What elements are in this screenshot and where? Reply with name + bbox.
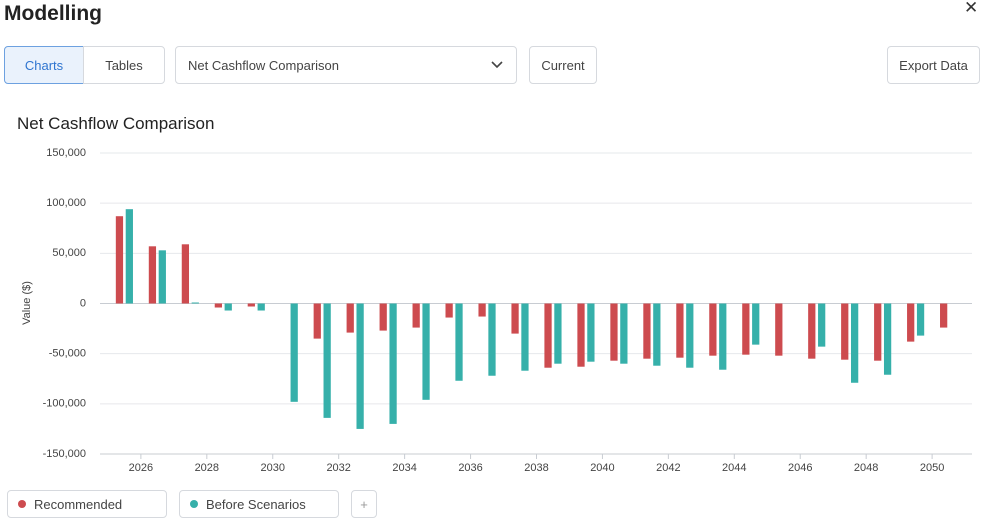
x-tick-label: 2032 xyxy=(326,462,350,474)
x-tick-label: 2040 xyxy=(590,462,614,474)
bar xyxy=(686,303,694,368)
x-tick-label: 2036 xyxy=(458,462,482,474)
tab-tables[interactable]: Tables xyxy=(83,46,165,84)
bar xyxy=(257,303,265,311)
legend-label: Recommended xyxy=(34,496,123,512)
legend-item[interactable]: Before Scenarios xyxy=(179,490,339,518)
x-tick-label: 2050 xyxy=(920,462,944,474)
bar xyxy=(643,303,651,359)
bar xyxy=(841,303,849,360)
bar xyxy=(478,303,486,317)
x-tick-label: 2044 xyxy=(722,462,746,474)
bar xyxy=(422,303,430,400)
bar xyxy=(313,303,321,339)
bar xyxy=(719,303,727,370)
close-button[interactable]: ✕ xyxy=(964,0,979,17)
x-tick-label: 2038 xyxy=(524,462,548,474)
bar xyxy=(851,303,859,383)
bar xyxy=(158,250,166,304)
x-tick-label: 2042 xyxy=(656,462,680,474)
y-tick-label: -150,000 xyxy=(43,448,86,460)
bar xyxy=(874,303,882,361)
legend-swatch xyxy=(190,500,198,508)
x-tick-label: 2046 xyxy=(788,462,812,474)
x-tick-label: 2048 xyxy=(854,462,878,474)
bar xyxy=(818,303,826,347)
bar xyxy=(125,209,133,304)
bar xyxy=(181,244,190,304)
tab-charts[interactable]: Charts xyxy=(4,46,84,84)
y-axis-label: Value ($) xyxy=(21,281,33,325)
dropdown-text: Net Cashflow Comparison xyxy=(188,57,340,73)
x-tick-label: 2030 xyxy=(261,462,285,474)
bar xyxy=(224,303,232,311)
bar xyxy=(389,303,397,424)
x-tick-label: 2026 xyxy=(129,462,153,474)
y-tick-label: 150,000 xyxy=(46,147,86,159)
chevron xyxy=(491,61,503,69)
legend-item[interactable]: Recommended xyxy=(7,490,167,518)
current-button[interactable]: Current xyxy=(529,46,597,84)
export-button[interactable]: Export Data xyxy=(887,46,980,84)
bar xyxy=(191,302,199,304)
bar xyxy=(455,303,463,381)
bar xyxy=(115,216,124,304)
bar xyxy=(445,303,453,318)
bar xyxy=(511,303,519,334)
bar xyxy=(379,303,387,331)
bar xyxy=(620,303,628,364)
bar xyxy=(653,303,661,366)
y-tick-label: 50,000 xyxy=(52,247,86,259)
bar xyxy=(709,303,717,356)
bar xyxy=(247,303,255,307)
x-tick-label: 2028 xyxy=(195,462,219,474)
bar xyxy=(290,303,298,402)
bar xyxy=(521,303,529,371)
bar xyxy=(907,303,915,342)
bar xyxy=(940,303,948,328)
y-tick-label: -100,000 xyxy=(43,398,86,410)
bar xyxy=(148,246,157,304)
bar xyxy=(554,303,562,364)
bar xyxy=(356,303,364,429)
chart-dropdown[interactable]: Net Cashflow Comparison xyxy=(175,46,517,84)
bar xyxy=(544,303,552,368)
chart: Value ($) -150,000 -100,000 -50,000 0 50,000… xyxy=(21,147,972,474)
page-title: Modelling xyxy=(4,2,102,25)
bar xyxy=(916,303,925,336)
bar xyxy=(808,303,816,359)
bar xyxy=(323,303,331,418)
legend-label: Before Scenarios xyxy=(206,496,306,512)
bar xyxy=(214,303,222,308)
bar xyxy=(577,303,585,367)
y-tick-label: 0 xyxy=(80,297,86,309)
bar xyxy=(488,303,496,376)
chart-title: Net Cashflow Comparison xyxy=(17,114,215,133)
x-tick-label: 2034 xyxy=(392,462,416,474)
bar xyxy=(412,303,420,328)
bar xyxy=(742,303,750,355)
bar xyxy=(775,303,783,356)
bar xyxy=(587,303,595,362)
bar xyxy=(883,303,892,375)
y-tick-label: -50,000 xyxy=(49,348,86,360)
bar xyxy=(346,303,354,333)
bar xyxy=(676,303,684,358)
legend-swatch xyxy=(18,500,26,508)
y-tick-label: 100,000 xyxy=(46,197,86,209)
legend-add[interactable]: + xyxy=(351,490,377,518)
bar xyxy=(610,303,618,361)
bar xyxy=(752,303,760,345)
